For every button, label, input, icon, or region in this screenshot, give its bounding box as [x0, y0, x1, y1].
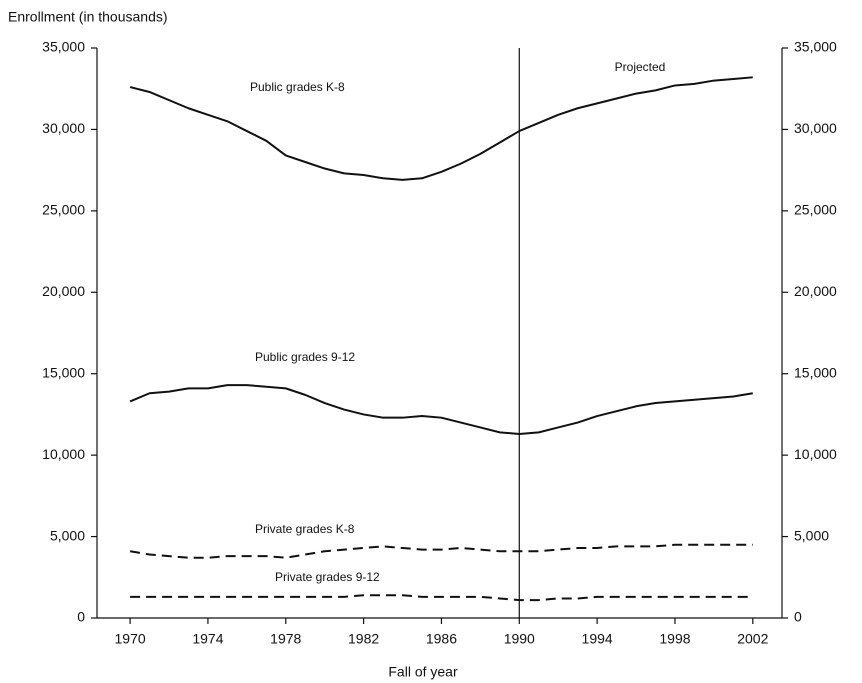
line [129, 543, 753, 559]
x-axis-label: Fall of year [388, 664, 458, 680]
x-tick-label: 1978 [270, 631, 301, 647]
line [129, 384, 753, 435]
y-tick-label: 30,000 [42, 120, 85, 136]
y-axis-label: Enrollment (in thousands) [8, 9, 168, 25]
line [130, 594, 753, 602]
y-tick-label: 25,000 [42, 202, 85, 218]
x-tick-label: 2002 [737, 631, 768, 647]
x-tick-label: 1970 [115, 631, 146, 647]
y2-tick-label: 20,000 [794, 283, 837, 299]
line [129, 76, 753, 181]
y2-tick-label: 5,000 [794, 527, 829, 543]
annotation: Projected [615, 60, 666, 74]
y-tick-label: 35,000 [42, 39, 85, 55]
y2-tick-label: 15,000 [794, 364, 837, 380]
y2-tick-label: 25,000 [794, 202, 837, 218]
series-label: Public grades K-8 [250, 80, 345, 94]
x-tick-label: 1986 [426, 631, 457, 647]
series-label: Private grades K-8 [255, 522, 355, 536]
y-tick-label: 20,000 [42, 283, 85, 299]
y-tick-label: 0 [77, 609, 85, 625]
series-label: Public grades 9-12 [255, 350, 355, 364]
y-tick-label: 15,000 [42, 364, 85, 380]
series-label: Private grades 9-12 [275, 570, 380, 584]
y2-tick-label: 0 [794, 609, 802, 625]
y-tick-label: 10,000 [42, 446, 85, 462]
y2-tick-label: 35,000 [794, 39, 837, 55]
x-tick-label: 1982 [348, 631, 379, 647]
y2-tick-label: 10,000 [794, 446, 837, 462]
x-tick-label: 1974 [192, 631, 223, 647]
x-tick-label: 1998 [659, 631, 690, 647]
x-tick-label: 1994 [582, 631, 613, 647]
y-tick-label: 5,000 [50, 527, 85, 543]
x-tick-label: 1990 [504, 631, 535, 647]
y2-tick-label: 30,000 [794, 120, 837, 136]
